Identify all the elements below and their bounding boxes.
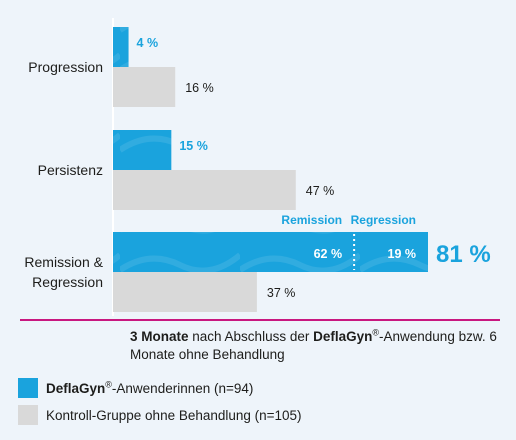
caption-reg-mark: ® bbox=[372, 327, 380, 338]
bar-texture bbox=[113, 130, 172, 170]
bar-chart: Progression 16 % 4 % Persistenz 47 % 15 % Remi… bbox=[20, 18, 500, 321]
chart-caption: 3 Monate nach Abschluss der DeflaGyn®-An… bbox=[130, 328, 500, 364]
data-label-control: 16 % bbox=[185, 81, 214, 95]
caption-text-1: nach Abschluss der bbox=[188, 329, 314, 344]
bar-control bbox=[113, 67, 176, 107]
category-label: Progression bbox=[28, 59, 103, 75]
data-label-deflagyn: 15 % bbox=[179, 139, 208, 153]
bar-control bbox=[113, 170, 296, 210]
legend-item-control: Kontroll-Gruppe ohne Behandlung (n=105) bbox=[18, 405, 302, 425]
caption-text-2: -Anwendung bzw. 6 Monate ohne Behandlung bbox=[130, 329, 497, 362]
data-label-deflagyn-total: 81 % bbox=[436, 241, 491, 268]
bar-texture bbox=[113, 232, 428, 272]
data-label-control: 47 % bbox=[306, 184, 335, 198]
segment-label: 62 % bbox=[314, 247, 343, 261]
category-label: Persistenz bbox=[38, 162, 103, 178]
caption-period: 3 Monate bbox=[130, 329, 189, 344]
legend-item-deflagyn: DeflaGyn®-Anwenderinnen (n=94) bbox=[18, 378, 253, 398]
legend-label-control: Kontroll-Gruppe ohne Behandlung (n=105) bbox=[46, 407, 302, 423]
bar-texture bbox=[113, 27, 129, 67]
segment-label: 19 % bbox=[388, 247, 417, 261]
legend-label-deflagyn: DeflaGyn®-Anwenderinnen (n=94) bbox=[46, 379, 254, 396]
legend-brand: DeflaGyn bbox=[46, 380, 106, 396]
caption-brand: DeflaGyn bbox=[313, 329, 373, 344]
segment-title: Remission bbox=[281, 213, 342, 227]
segment-title: Regression bbox=[351, 213, 416, 227]
legend-swatch-gray bbox=[18, 405, 38, 425]
legend-reg-mark: ® bbox=[105, 379, 112, 389]
data-label-control: 37 % bbox=[267, 286, 296, 300]
data-label-deflagyn: 4 % bbox=[137, 36, 159, 50]
category-label: Regression bbox=[32, 274, 103, 290]
legend-text-1: -Anwenderinnen (n=94) bbox=[111, 380, 254, 396]
category-label: Remission & bbox=[24, 254, 103, 270]
bar-control bbox=[113, 272, 257, 312]
legend-swatch-blue bbox=[18, 378, 38, 398]
